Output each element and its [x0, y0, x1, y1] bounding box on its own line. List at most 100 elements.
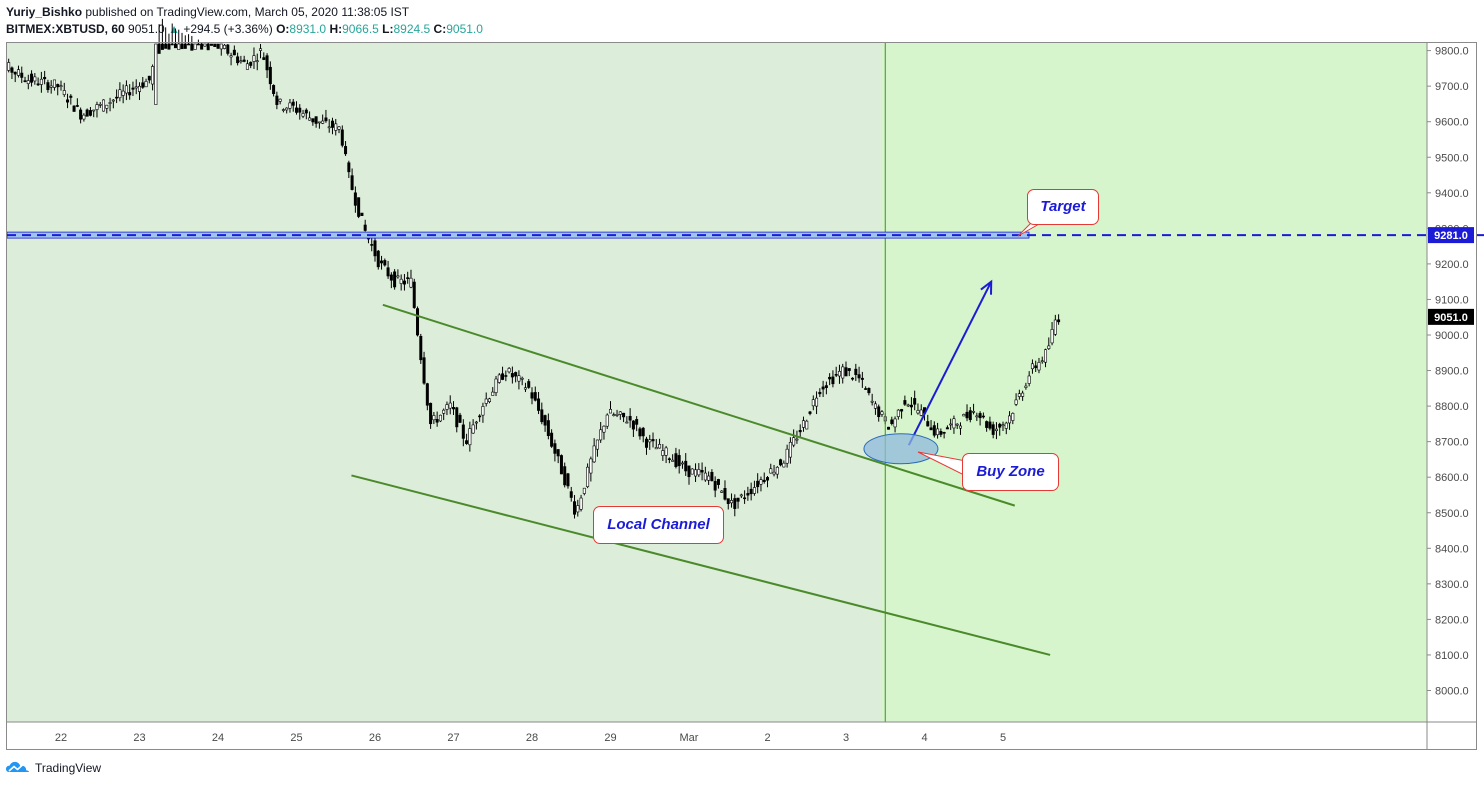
candle-body: [599, 429, 603, 441]
candle-body: [965, 411, 969, 419]
candle-body: [739, 494, 743, 497]
candle-body: [360, 212, 364, 216]
candle-body: [383, 260, 387, 266]
candle-body: [916, 410, 920, 414]
open-label: O:: [276, 22, 290, 36]
candle-body: [975, 415, 979, 418]
time-axis[interactable]: 22 23 24 25 26 27 28 29 Mar 2 3 4 5: [55, 732, 1006, 744]
candle-body: [59, 85, 63, 87]
candle-body: [818, 391, 822, 395]
candle-body: [991, 424, 995, 435]
candle-body: [1030, 363, 1034, 370]
candle-body: [595, 439, 599, 450]
candle-body: [1001, 424, 1005, 427]
candle-body: [644, 438, 648, 448]
candle-body: [105, 104, 109, 109]
candle-body: [788, 441, 792, 458]
candle-body: [903, 400, 907, 405]
candle-body: [494, 378, 498, 393]
author-name[interactable]: Yuriy_Bishko: [6, 5, 83, 19]
candle-body: [402, 280, 406, 285]
candle-body: [713, 481, 717, 491]
candle-body: [900, 409, 904, 412]
candle-body: [432, 415, 436, 421]
buy-zone-ellipse[interactable]: [863, 433, 939, 465]
candle-body: [62, 90, 66, 95]
candle-body: [1004, 422, 1008, 429]
candle-body: [517, 375, 521, 382]
candle-body: [236, 56, 240, 64]
local-channel-callout-text: Local Channel: [607, 516, 710, 533]
target-callout[interactable]: Target: [1027, 189, 1099, 225]
y-tick-label: 8500.0: [1435, 508, 1469, 520]
candle-body: [33, 76, 37, 82]
symbol-label[interactable]: BITMEX:XBTUSD, 60: [6, 22, 125, 36]
price-chart[interactable]: 8000.0 8100.0 8200.0 8300.0 8400.0 8500.0 8600…: [0, 0, 1484, 760]
chart-frame: [6, 42, 1477, 750]
candle-body: [334, 123, 338, 131]
candle-body: [847, 368, 851, 371]
candle-body: [471, 424, 475, 434]
candle-body: [687, 465, 691, 478]
candle-body: [396, 275, 400, 278]
candle-body: [834, 374, 838, 376]
candle-body: [412, 281, 416, 308]
price-axis[interactable]: 8000.0 8100.0 8200.0 8300.0 8400.0 8500.0 8600…: [1427, 46, 1474, 698]
candle-body: [121, 90, 125, 96]
candle-body: [160, 43, 164, 50]
candle-body: [710, 471, 714, 482]
candle-body: [821, 386, 825, 390]
local-channel-callout[interactable]: Local Channel: [593, 506, 724, 544]
candle-body: [684, 460, 688, 472]
candle-body: [275, 95, 279, 105]
candle-body: [30, 73, 34, 83]
candle-body: [147, 75, 151, 81]
candle-body: [373, 240, 377, 257]
candle-body: [301, 113, 305, 117]
candle-body: [438, 414, 442, 422]
candle-body: [582, 487, 586, 494]
candle-body: [216, 43, 220, 49]
candle-body: [268, 66, 272, 85]
candle-body: [556, 449, 560, 457]
candle-body: [628, 415, 632, 421]
candle-body: [157, 43, 161, 54]
candle-body: [929, 427, 933, 431]
footer-brand[interactable]: TradingView: [35, 761, 102, 775]
candle-body: [926, 421, 930, 427]
plot-background-left: [7, 43, 882, 722]
candle-body: [576, 505, 580, 513]
candle-body: [484, 398, 488, 404]
candle-body: [193, 43, 197, 50]
projection-arrow[interactable]: [907, 281, 993, 446]
buy-zone-callout[interactable]: Buy Zone: [962, 453, 1059, 491]
candle-body: [625, 421, 629, 424]
candle-body: [622, 412, 626, 418]
candle-body: [579, 497, 583, 510]
candle-body: [985, 421, 989, 428]
candle-body: [615, 413, 619, 416]
candle-body: [671, 459, 675, 462]
x-tick-label: 25: [290, 732, 302, 744]
candle-body: [229, 55, 233, 58]
y-tick-label: 8400.0: [1435, 543, 1469, 555]
candle-body: [134, 86, 138, 89]
candle-body: [118, 89, 122, 99]
candle-body: [527, 381, 531, 388]
candle-body: [196, 43, 200, 46]
candle-body: [144, 81, 148, 88]
candle-body: [190, 43, 194, 51]
candle-body: [540, 409, 544, 423]
x-tick-label: 29: [604, 732, 616, 744]
channel-upper-line[interactable]: [382, 303, 1016, 507]
candle-body: [880, 411, 884, 415]
last-price-badge: [1428, 308, 1474, 325]
candle-body: [380, 260, 384, 264]
candle-body: [344, 146, 348, 155]
channel-lower-line[interactable]: [351, 474, 1051, 656]
candle-body: [677, 455, 681, 467]
y-tick-label: 9200.0: [1435, 259, 1469, 271]
candle-body: [350, 175, 354, 190]
candle-body: [340, 129, 344, 146]
candle-body: [909, 404, 913, 408]
